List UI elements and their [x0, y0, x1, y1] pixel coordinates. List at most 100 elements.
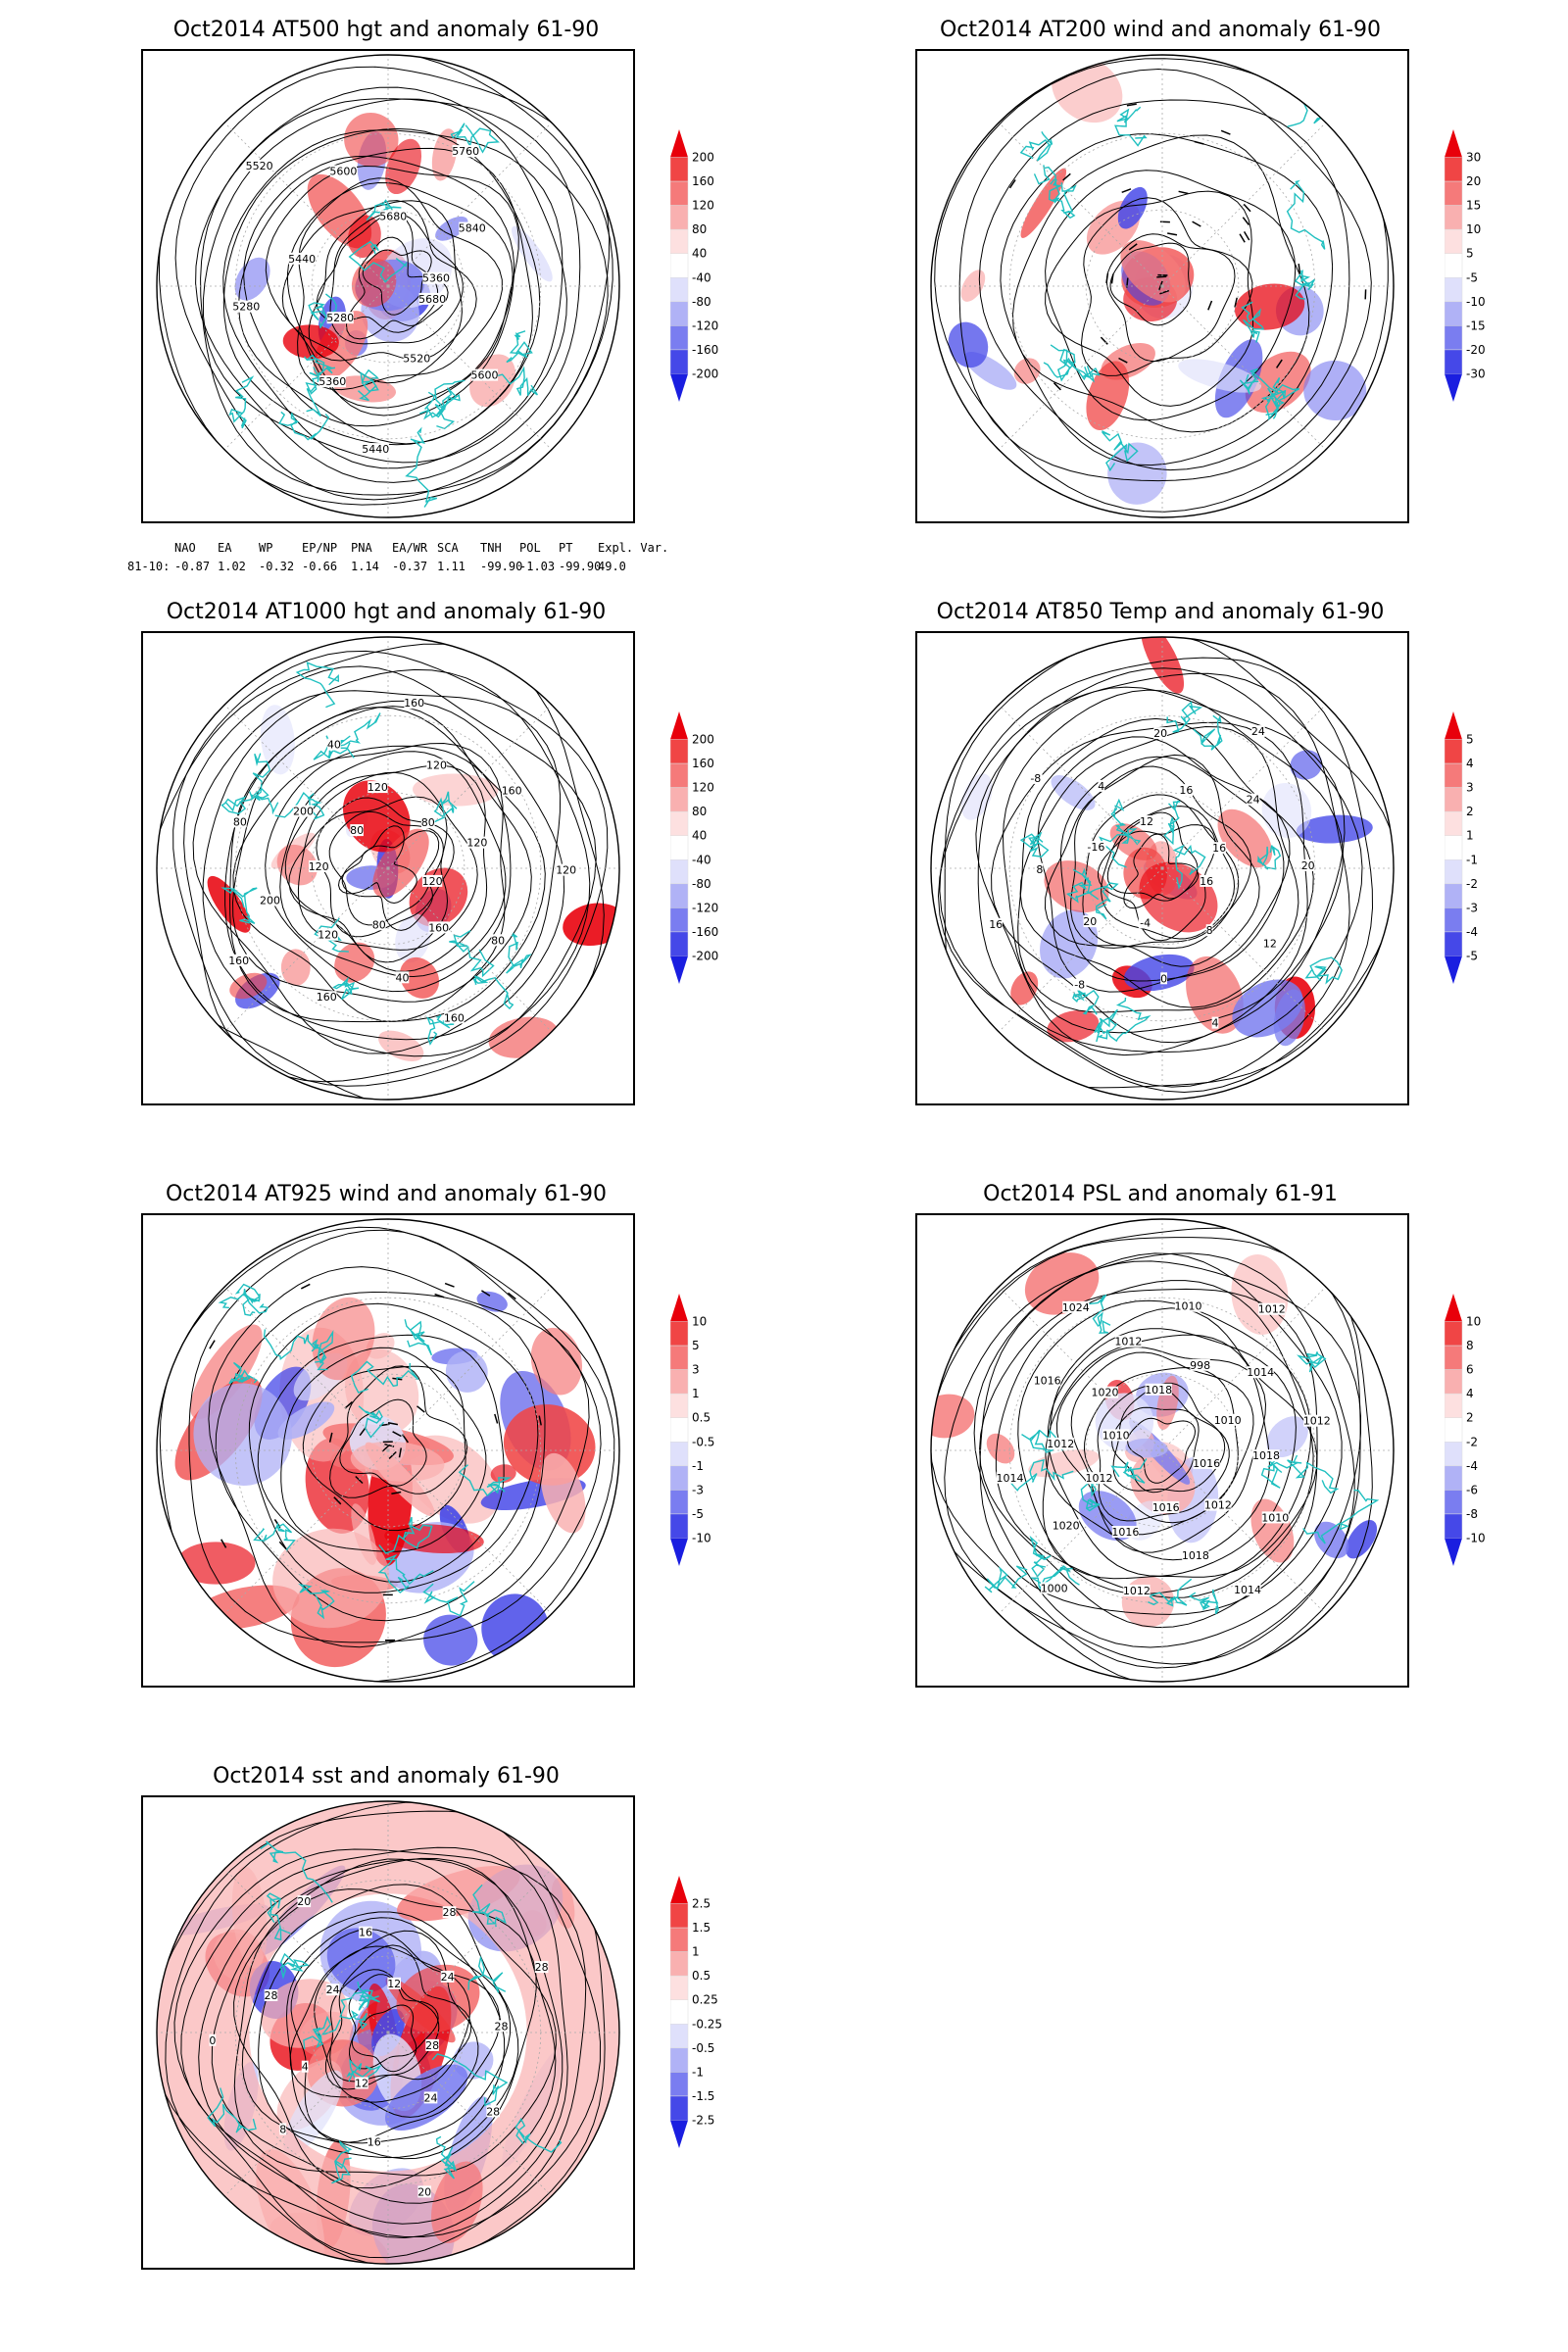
- contour-label: 160: [502, 784, 522, 797]
- contour-line: [257, 1334, 505, 1583]
- contour-label-bg: [1036, 862, 1044, 875]
- anomaly-shading: [1120, 240, 1186, 303]
- colorbar-label: -6: [1466, 1483, 1478, 1496]
- contour-label-bg: [459, 221, 486, 234]
- contour-label-bg: [1303, 1414, 1331, 1427]
- contour-line: [159, 1226, 615, 1682]
- streamline-arrow: [387, 1422, 399, 1426]
- colorbar-label: -40: [692, 853, 711, 866]
- coastline: [1072, 868, 1119, 920]
- colorbar-label: 10: [1466, 222, 1481, 236]
- panel-title: Oct2014 sst and anomaly 61-90: [213, 1764, 560, 1788]
- contour-line: [1002, 689, 1344, 1034]
- contour-label-bg: [502, 784, 522, 797]
- contour-label: 80: [491, 934, 505, 947]
- anomaly-shading: [1261, 782, 1312, 839]
- contour-line: [248, 1302, 539, 1593]
- anomaly-shading: [344, 1348, 419, 1435]
- colorbar-label: 30: [1466, 151, 1481, 165]
- map-frame: 1016 1010 1012 1014 1018 1016 1012 1016 1000 1020…: [915, 1213, 1409, 1688]
- index-value: -0.87: [174, 560, 211, 573]
- contour-label-bg: [466, 836, 488, 849]
- colorbar-swatch: [669, 1975, 689, 2000]
- colorbar-swatch: [1444, 907, 1463, 933]
- colorbar-label: -20: [1466, 343, 1486, 357]
- contour-label-bg: [329, 165, 357, 177]
- anomaly-shading: [931, 1394, 975, 1439]
- coastline: [489, 366, 538, 396]
- anomaly-shading: [1178, 359, 1262, 393]
- contour-label: 28: [443, 1906, 457, 1919]
- colorbar-label: -2.5: [692, 2114, 714, 2128]
- coastline: [1043, 348, 1090, 382]
- contour-label: -16: [1087, 841, 1104, 854]
- contour-line: [937, 672, 1350, 1088]
- panel-title: Oct2014 PSL and anomaly 61-91: [983, 1182, 1338, 1206]
- contour-label: 20: [417, 2185, 431, 2198]
- streamline-arrow: [1118, 357, 1128, 364]
- contour-label-bg: [1247, 1366, 1274, 1379]
- contour-label: 16: [368, 2135, 381, 2148]
- colorbar-swatch: [1444, 1417, 1463, 1443]
- contour-label-bg: [372, 918, 386, 931]
- contour-label-bg: [1098, 779, 1105, 792]
- anomaly-shading: [399, 956, 440, 999]
- anomaly-shading: [348, 215, 381, 258]
- map-boundary: [930, 54, 1395, 518]
- contour-label: 24: [1251, 725, 1265, 738]
- contour-label-bg: [423, 2091, 438, 2104]
- colorbar-label: -2: [1466, 877, 1478, 891]
- contour-label-bg: [1252, 1449, 1280, 1462]
- coastline: [506, 932, 532, 974]
- coastline: [1304, 956, 1343, 985]
- contour-label: 1020: [1053, 1519, 1080, 1532]
- coastline: [450, 122, 500, 154]
- coastline: [358, 1405, 385, 1439]
- contour-label: 8: [1036, 863, 1043, 876]
- streamline-arrow: [1243, 203, 1251, 213]
- colorbar-swatch: [1444, 205, 1463, 230]
- contour-label-bg: [494, 2020, 509, 2033]
- coastline: [274, 791, 325, 820]
- contour-line: [222, 129, 564, 469]
- streamline-arrow: [1100, 336, 1108, 345]
- contour-label-bg: [318, 928, 338, 941]
- index-header: WP: [259, 541, 273, 555]
- coastline: [220, 887, 258, 924]
- contour-label-bg: [326, 312, 354, 324]
- meridian-line: [1161, 1449, 1327, 1615]
- colorbar-swatch: [1445, 711, 1462, 740]
- colorbar-label: 1: [1466, 829, 1474, 843]
- anomaly-shading: [260, 705, 295, 775]
- colorbar-label: -10: [692, 1532, 711, 1545]
- coastline: [218, 1289, 269, 1314]
- contour-label: 16: [1179, 784, 1193, 797]
- colorbar-label: -40: [692, 270, 711, 284]
- contour-line: [1011, 134, 1310, 433]
- contour-line: [973, 1260, 1361, 1648]
- contour-label-bg: [1152, 1500, 1180, 1513]
- contour-label-bg: [1190, 1358, 1210, 1371]
- streamline-arrow: [1008, 179, 1016, 189]
- polar-map: 1016 1010 1012 1014 1018 1016 1012 1016 1000 1020…: [930, 1218, 1395, 1683]
- contour-label: 1000: [1041, 1582, 1068, 1594]
- streamline-arrow: [1128, 243, 1138, 251]
- colorbar-swatch: [669, 301, 689, 326]
- contour-line: [931, 1237, 1361, 1669]
- streamline-arrow: [333, 1496, 342, 1505]
- contour-line: [297, 771, 478, 951]
- polar-map: [930, 54, 1395, 518]
- coastline: [458, 1464, 512, 1497]
- colorbar: 5 4 3 2 1 -1 -2 -3 -4 -5: [1444, 710, 1513, 1013]
- contour-line: [345, 236, 449, 340]
- anomaly-shading: [1296, 814, 1373, 844]
- anomaly-shading: [540, 1452, 586, 1534]
- contour-label: 5360: [318, 375, 346, 388]
- contour-label: 5280: [232, 301, 260, 314]
- index-value: -0.66: [302, 560, 338, 573]
- streamline-arrow: [481, 1290, 491, 1297]
- anomaly-shading: [384, 1524, 484, 1553]
- contour-line: [329, 1969, 440, 2082]
- contour-label: 20: [297, 1895, 311, 1908]
- teleconnection-indices: NAO EA WP EP/NP PNA EA/WR SCA TNH POL PT Expl. Var…: [127, 541, 725, 580]
